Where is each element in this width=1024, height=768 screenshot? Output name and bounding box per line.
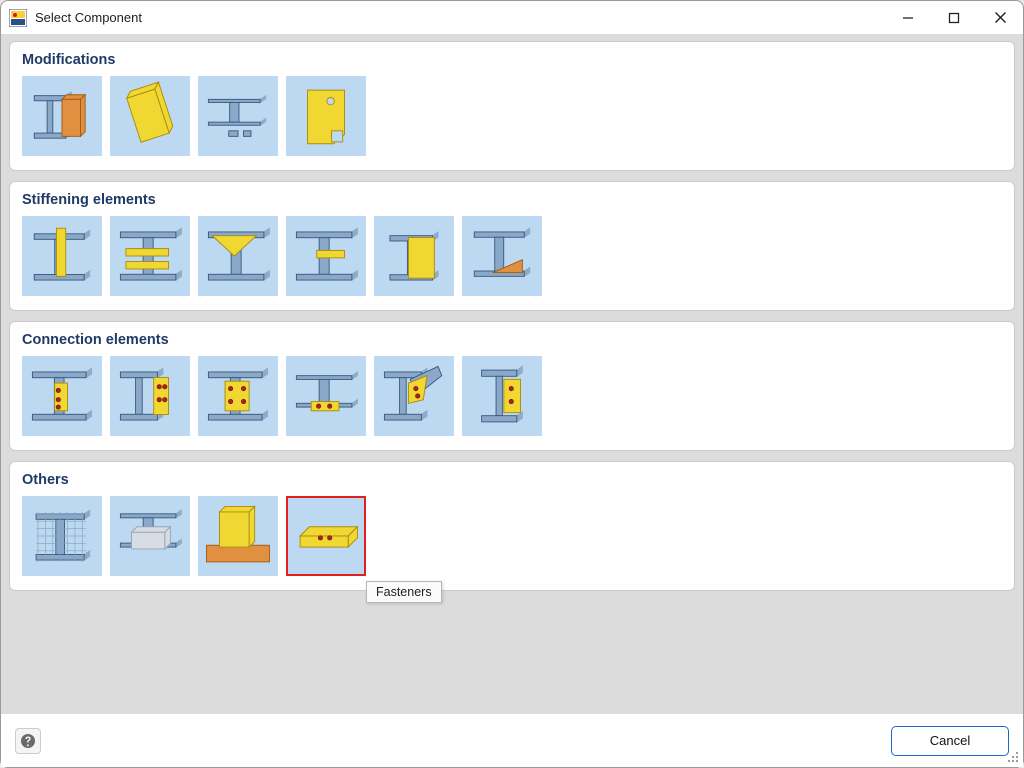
titlebar: Select Component (1, 1, 1023, 35)
tile-stiffener-vertical-plate[interactable] (22, 216, 102, 296)
tile-connection-seat-plate[interactable] (286, 356, 366, 436)
close-button[interactable] (977, 1, 1023, 35)
tile-row (22, 76, 1002, 156)
tile-row (22, 356, 1002, 436)
tile-mesh-overlay[interactable] (22, 496, 102, 576)
footer: Cancel (1, 713, 1023, 767)
tile-connection-end-plate[interactable] (110, 356, 190, 436)
tile-connection-web-plate[interactable] (22, 356, 102, 436)
tile-beam-with-notches[interactable] (198, 76, 278, 156)
tile-fasteners[interactable]: Fasteners (286, 496, 366, 576)
section-modifications: Modifications (9, 41, 1015, 171)
content-area: Modifications Stiffen (1, 35, 1023, 713)
help-button[interactable] (15, 728, 41, 754)
tile-stiffener-haunch[interactable] (462, 216, 542, 296)
cancel-button[interactable]: Cancel (891, 726, 1009, 756)
resize-grip-icon[interactable] (1006, 750, 1020, 764)
tile-connection-splice[interactable] (198, 356, 278, 436)
tile-cut-plate-with-hole[interactable] (286, 76, 366, 156)
tile-connection-column-plate[interactable] (462, 356, 542, 436)
section-connection: Connection elements (9, 321, 1015, 451)
section-others: Others Fasteners (9, 461, 1015, 591)
tile-row (22, 216, 1002, 296)
tile-tilted-plate[interactable] (110, 76, 190, 156)
minimize-button[interactable] (885, 1, 931, 35)
window-title: Select Component (35, 10, 142, 25)
section-title-modifications: Modifications (22, 52, 1002, 68)
app-icon (9, 9, 27, 27)
section-title-connection: Connection elements (22, 332, 1002, 348)
tile-base-plate-corner[interactable] (198, 496, 278, 576)
dialog-window: Select Component Modifications (0, 0, 1024, 768)
section-stiffening: Stiffening elements (9, 181, 1015, 311)
tile-end-plate-on-beam[interactable] (22, 76, 102, 156)
tooltip: Fasteners (366, 581, 442, 603)
tile-stiffener-inner-plate[interactable] (286, 216, 366, 296)
section-title-others: Others (22, 472, 1002, 488)
section-title-stiffening: Stiffening elements (22, 192, 1002, 208)
tile-row: Fasteners (22, 496, 1002, 576)
tile-concrete-block[interactable] (110, 496, 190, 576)
tile-stiffener-cap-plate[interactable] (374, 216, 454, 296)
tile-stiffener-gusset[interactable] (198, 216, 278, 296)
tile-connection-brace-gusset[interactable] (374, 356, 454, 436)
maximize-button[interactable] (931, 1, 977, 35)
tile-stiffener-horizontal-beam[interactable] (110, 216, 190, 296)
